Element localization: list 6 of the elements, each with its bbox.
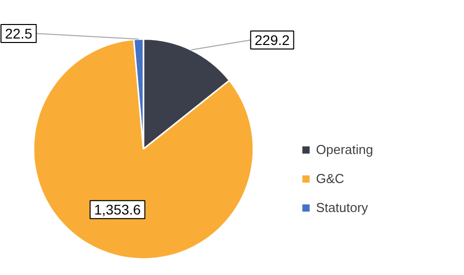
data-label: 229.2 — [254, 32, 290, 48]
legend-label: Statutory — [316, 200, 368, 215]
data-label: 22.5 — [4, 26, 32, 42]
data-label: 1,353.6 — [94, 202, 142, 218]
legend-label: G&C — [316, 171, 344, 186]
legend-label: Operating — [316, 142, 374, 157]
